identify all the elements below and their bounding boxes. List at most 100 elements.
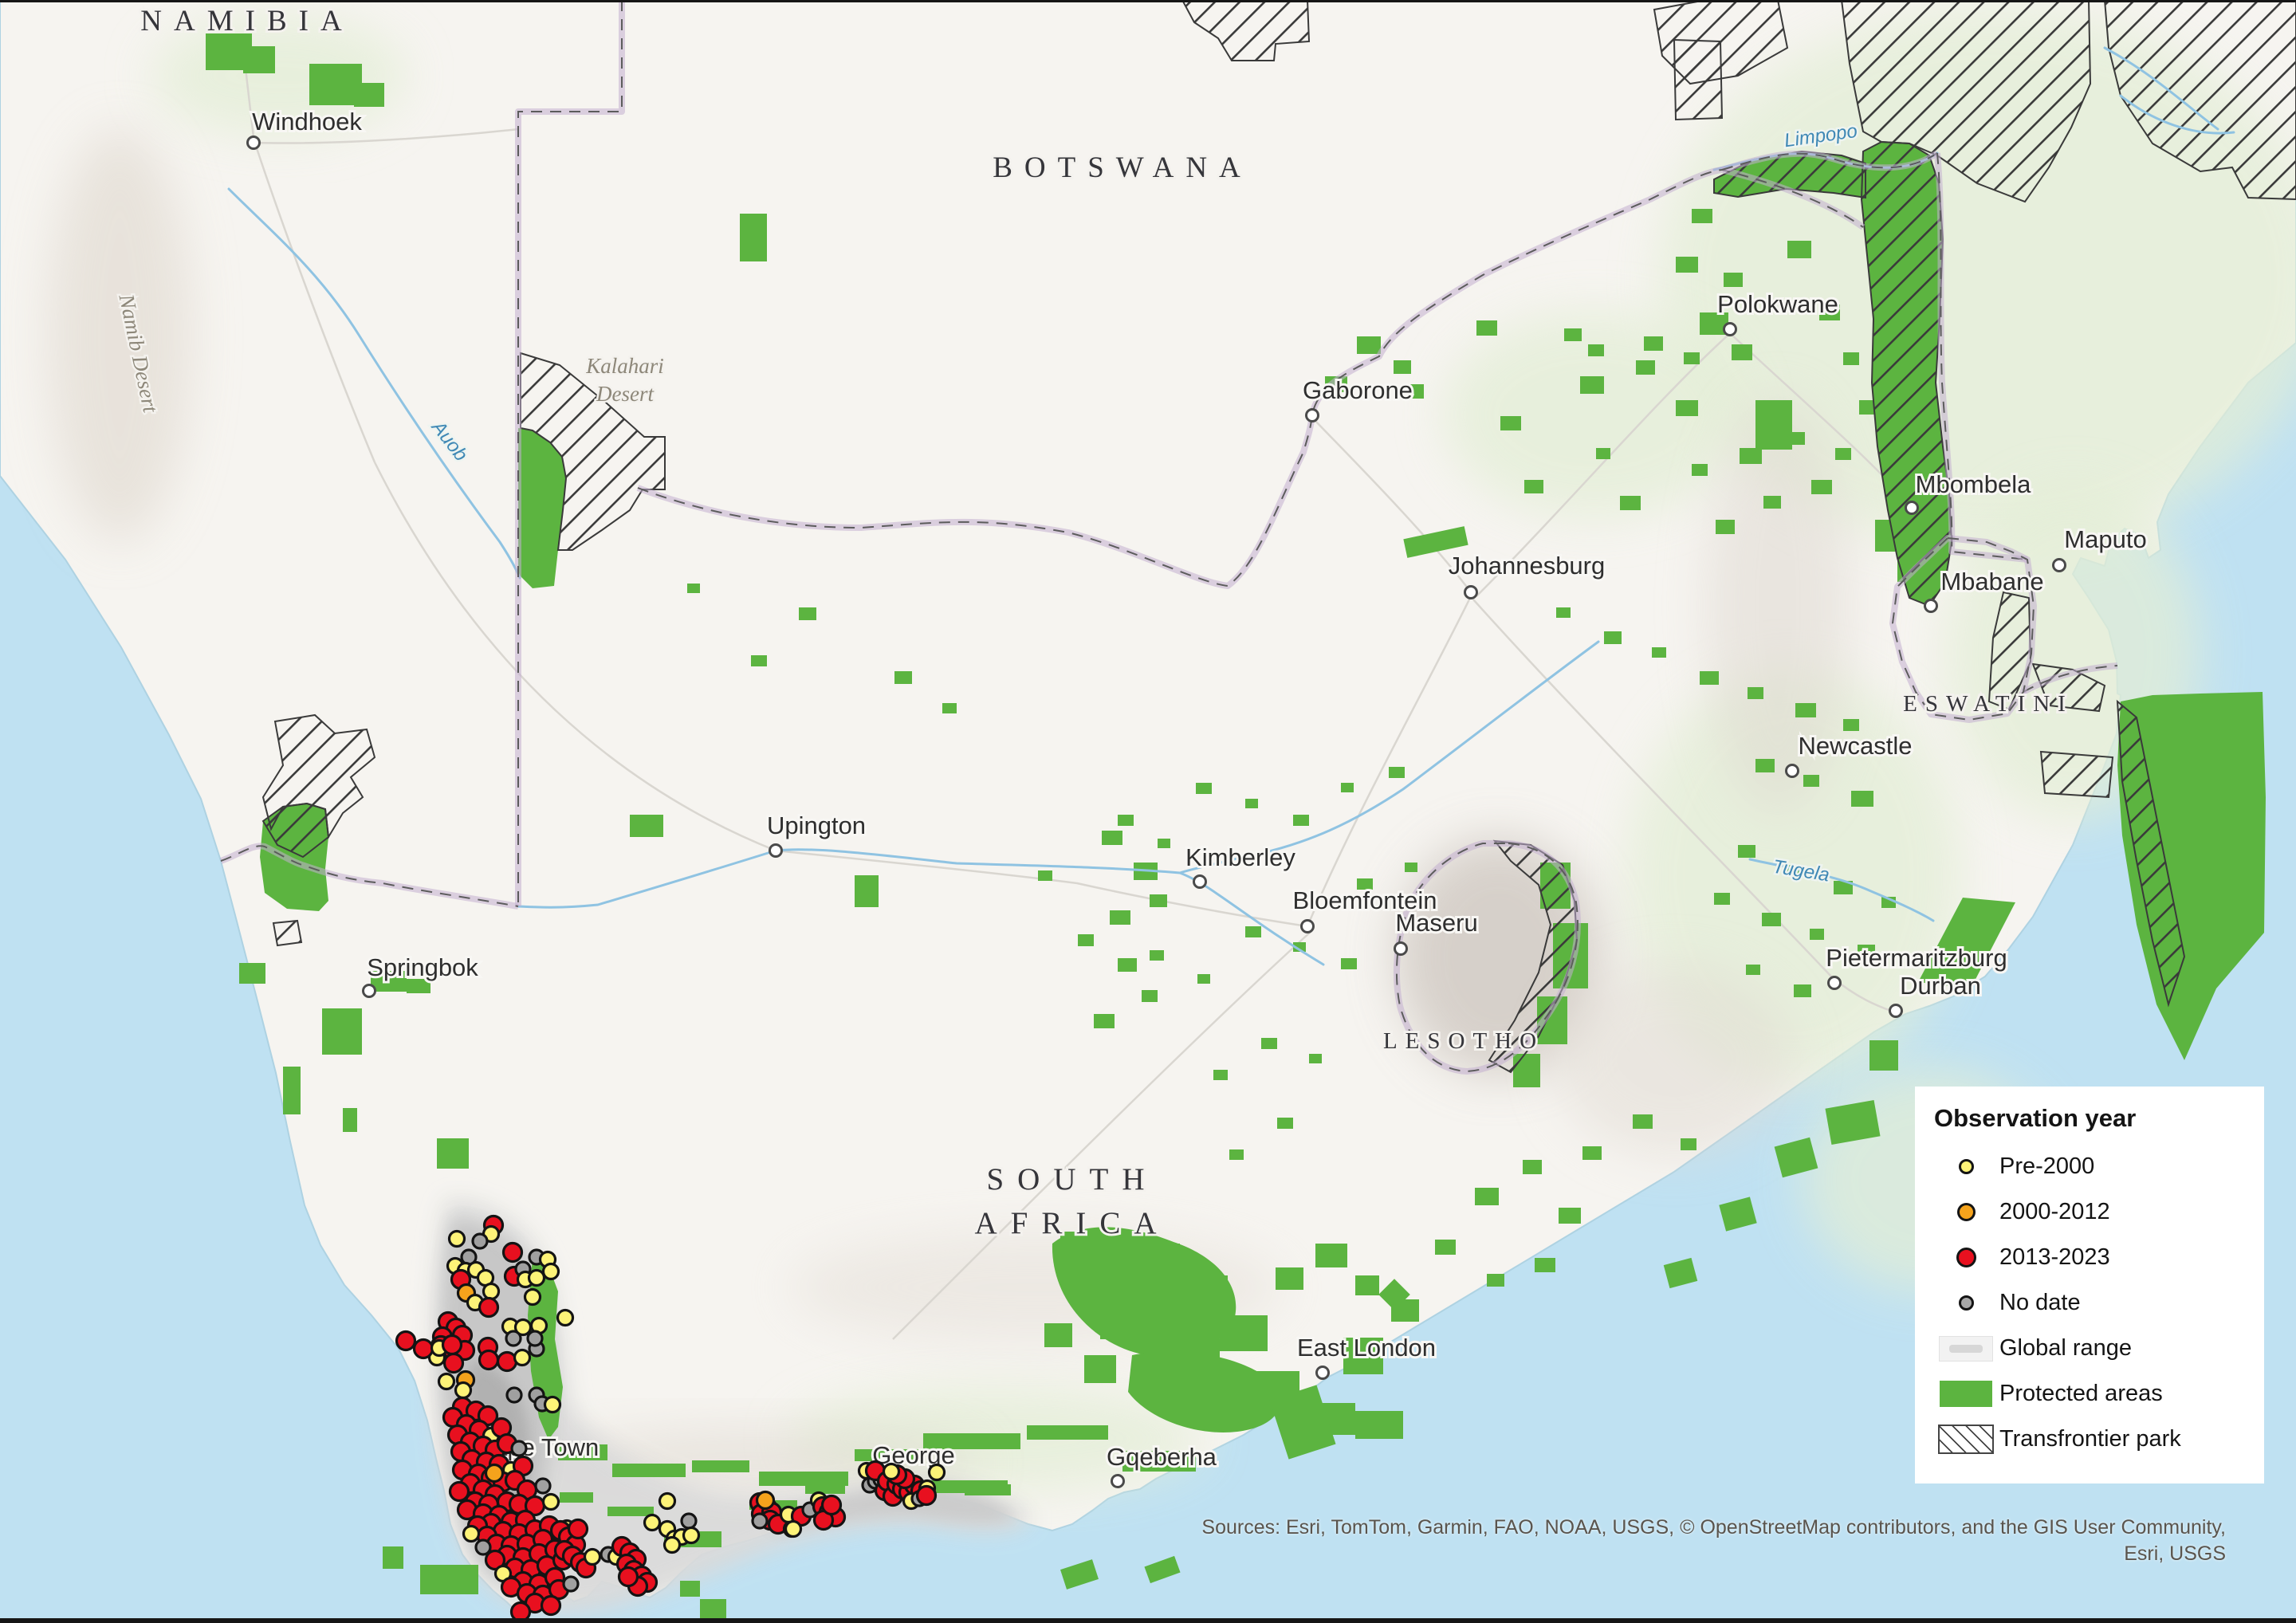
city-marker-maseru — [1394, 941, 1408, 956]
city-label-newcastle: Newcastle — [1799, 732, 1913, 760]
observation-point[interactable] — [556, 1308, 575, 1327]
observation-point[interactable] — [882, 1462, 901, 1481]
observation-point[interactable] — [755, 1490, 776, 1511]
protected-area — [1811, 480, 1832, 494]
transfrontier-park — [1181, 0, 1311, 61]
protected-area — [855, 875, 879, 907]
protected-area — [740, 214, 767, 261]
legend-title: Observation year — [1934, 1104, 2137, 1132]
observation-point[interactable] — [543, 1395, 562, 1414]
observation-point[interactable] — [513, 1348, 532, 1367]
legend-swatch-2000-2012 — [1932, 1203, 1999, 1221]
city-marker-windhoek — [246, 136, 261, 150]
city-label-springbok: Springbok — [367, 953, 478, 981]
transfrontier-park — [2031, 662, 2106, 713]
observation-point[interactable] — [412, 1338, 434, 1360]
observation-point[interactable] — [784, 1519, 803, 1539]
observation-point[interactable] — [541, 1492, 560, 1511]
protected-area — [1795, 703, 1816, 717]
observation-point[interactable] — [526, 1330, 544, 1347]
protected-area — [1692, 209, 1712, 223]
protected-area — [560, 1492, 593, 1503]
observation-point[interactable] — [915, 1484, 938, 1507]
protected-area — [1663, 1257, 1698, 1289]
protected-area — [1692, 464, 1708, 476]
transfrontier-park — [1840, 0, 2092, 203]
observation-point[interactable] — [680, 1512, 698, 1530]
city-label-windhoek: Windhoek — [252, 108, 362, 136]
observation-point[interactable] — [540, 1594, 562, 1617]
protected-area — [1755, 400, 1792, 450]
observation-point[interactable] — [441, 1334, 463, 1356]
protected-area — [1596, 448, 1610, 459]
observation-point[interactable] — [527, 1268, 546, 1287]
observation-point[interactable] — [447, 1229, 466, 1248]
protected-area — [692, 1460, 749, 1472]
protected-area — [1774, 1137, 1818, 1178]
observation-point[interactable] — [482, 1282, 501, 1301]
observation-point[interactable] — [541, 1262, 560, 1281]
observation-point[interactable] — [658, 1491, 677, 1511]
protected-area — [1475, 1188, 1499, 1205]
observation-point[interactable] — [478, 1349, 500, 1371]
protected-area — [1044, 1323, 1072, 1347]
protected-area — [751, 655, 767, 666]
observation-point[interactable] — [496, 1350, 518, 1373]
legend: Observation year Pre-2000 2000-2012 2013-2… — [1915, 1087, 2264, 1483]
protected-area — [1716, 520, 1735, 534]
protected-area — [759, 1472, 848, 1486]
protected-area — [1245, 799, 1258, 808]
protected-area — [799, 607, 816, 620]
observation-point[interactable] — [643, 1513, 662, 1532]
observation-point[interactable] — [454, 1381, 473, 1400]
observation-point[interactable] — [471, 1232, 489, 1250]
observation-point[interactable] — [662, 1535, 682, 1554]
observation-point[interactable] — [395, 1330, 417, 1352]
observation-point[interactable] — [501, 1241, 524, 1263]
observation-point[interactable] — [484, 1549, 506, 1571]
protected-area — [1116, 1244, 1180, 1291]
observation-point[interactable] — [510, 1440, 528, 1457]
protected-area — [1633, 1114, 1653, 1129]
observation-point[interactable] — [583, 1547, 602, 1566]
observation-point[interactable] — [474, 1539, 492, 1556]
protected-area — [1060, 1232, 1108, 1267]
observation-point[interactable] — [462, 1524, 481, 1543]
observation-point[interactable] — [484, 1463, 505, 1483]
observation-point[interactable] — [478, 1296, 500, 1318]
protected-area — [1652, 647, 1666, 658]
observation-point[interactable] — [442, 1352, 465, 1374]
observation-point[interactable] — [505, 1386, 523, 1404]
protected-area — [354, 83, 384, 107]
legend-label-global-range: Global range — [1999, 1335, 2133, 1361]
protected-area — [1684, 352, 1700, 364]
city-label-gqeberha: Gqeberha — [1107, 1443, 1217, 1471]
legend-item-transfrontier-park: Transfrontier park — [1932, 1417, 2264, 1462]
city-marker-polokwane — [1723, 322, 1737, 336]
cities-layer: Windhoek Gaborone Polokwane Johannesburg Mbo… — [246, 105, 2149, 1488]
protected-area — [371, 971, 407, 992]
observation-point[interactable] — [567, 1518, 589, 1540]
observation-point[interactable] — [534, 1477, 552, 1495]
observation-point[interactable] — [751, 1512, 769, 1530]
observation-point[interactable] — [523, 1287, 542, 1307]
observation-point[interactable] — [617, 1566, 639, 1588]
city-label-kimberley: Kimberley — [1185, 843, 1295, 871]
protected-area — [1341, 783, 1354, 792]
protected-area — [1394, 360, 1411, 374]
protected-area — [1620, 496, 1641, 510]
protected-area — [1355, 1411, 1403, 1439]
city-marker-mbombela — [1905, 501, 1919, 515]
observation-point[interactable] — [682, 1526, 701, 1545]
observation-point[interactable] — [437, 1372, 456, 1391]
protected-area — [1084, 1355, 1116, 1383]
observation-point[interactable] — [820, 1494, 843, 1516]
observation-point[interactable] — [927, 1463, 946, 1482]
protected-area — [1180, 1391, 1228, 1423]
legend-swatch-no-date — [1932, 1295, 1999, 1311]
observation-point[interactable] — [505, 1330, 522, 1347]
protected-area — [1535, 1258, 1555, 1272]
observation-point[interactable] — [562, 1575, 580, 1593]
observation-point[interactable] — [448, 1480, 470, 1503]
